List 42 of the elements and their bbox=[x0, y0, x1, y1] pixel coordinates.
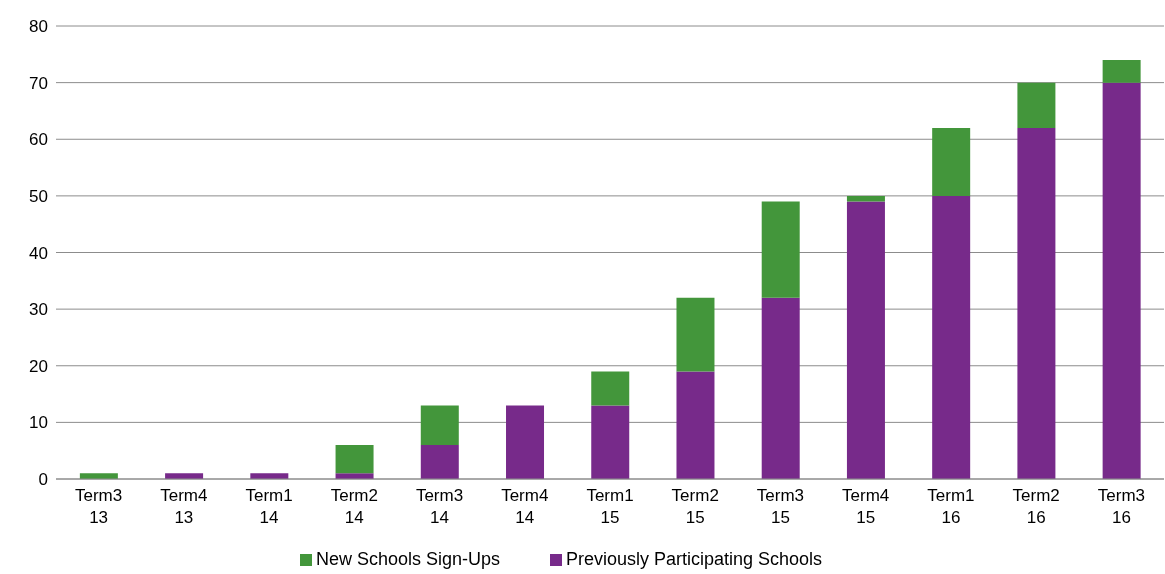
bar bbox=[1017, 127, 1056, 479]
y-tick-label: 70 bbox=[29, 73, 48, 93]
x-tick-label: Term1 16 bbox=[927, 486, 975, 527]
x-tick-label: Term2 15 bbox=[671, 486, 719, 527]
bar bbox=[1102, 59, 1141, 83]
x-tick-label: Term3 13 bbox=[75, 486, 123, 527]
y-tick-label: 30 bbox=[29, 300, 48, 320]
y-tick-label: 60 bbox=[29, 130, 48, 150]
x-tick-label: Term4 14 bbox=[501, 486, 549, 527]
y-tick-label: 10 bbox=[29, 413, 48, 433]
bar bbox=[676, 297, 715, 372]
y-tick-label: 50 bbox=[29, 186, 48, 206]
y-tick-label: 80 bbox=[29, 17, 48, 37]
bar bbox=[591, 405, 630, 479]
bar bbox=[932, 195, 971, 479]
x-tick-label: Term4 13 bbox=[160, 486, 208, 527]
bar bbox=[761, 201, 800, 298]
y-tick-label: 40 bbox=[29, 243, 48, 263]
bar bbox=[1102, 82, 1141, 479]
legend-label: New Schools Sign-Ups bbox=[315, 549, 500, 569]
y-tick-label: 0 bbox=[38, 470, 48, 490]
bar bbox=[420, 405, 459, 446]
bar bbox=[1017, 82, 1056, 128]
bar bbox=[420, 445, 459, 479]
bar bbox=[846, 195, 885, 202]
legend-label: Previously Participating Schools bbox=[565, 549, 823, 569]
x-tick-label: Term2 14 bbox=[330, 486, 378, 527]
x-tick-label: Term3 15 bbox=[756, 486, 805, 527]
x-tick-label: Term4 15 bbox=[842, 486, 890, 527]
bar bbox=[846, 201, 885, 479]
bar bbox=[761, 297, 800, 479]
x-tick-label: Term1 15 bbox=[586, 486, 634, 527]
x-tick-label: Term2 16 bbox=[1012, 486, 1060, 527]
bar bbox=[591, 371, 630, 406]
x-tick-label: Term3 16 bbox=[1097, 486, 1145, 527]
bar bbox=[676, 371, 715, 479]
y-tick-label: 20 bbox=[29, 356, 48, 376]
bar bbox=[335, 445, 374, 474]
x-tick-label: Term3 14 bbox=[415, 486, 464, 527]
x-tick-label: Term1 14 bbox=[245, 486, 293, 527]
bar bbox=[932, 127, 971, 196]
bar bbox=[506, 405, 545, 479]
